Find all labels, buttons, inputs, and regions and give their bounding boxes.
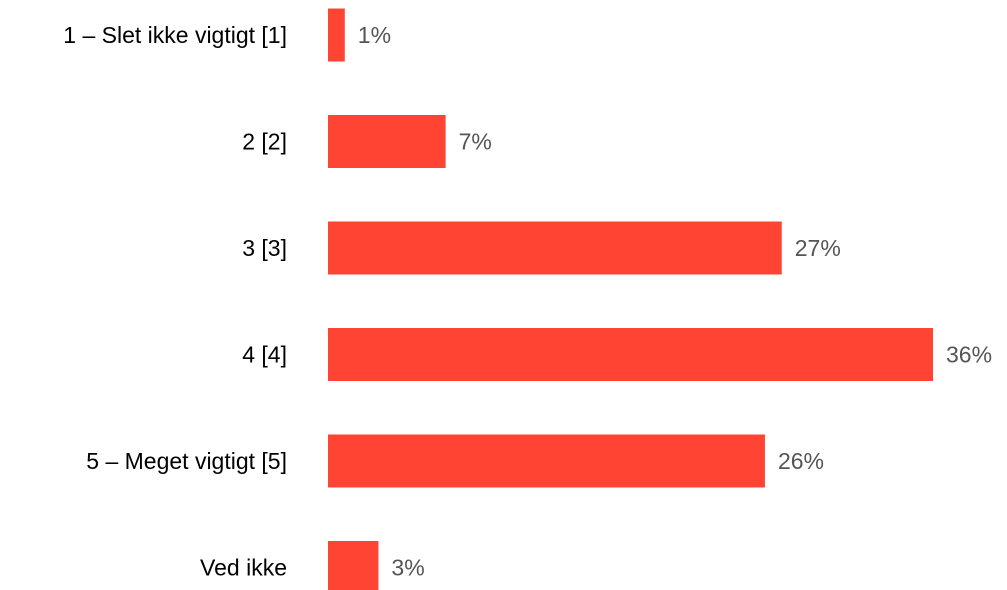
- category-label: 1 – Slet ikke vigtigt [1]: [63, 22, 287, 48]
- bars-layer: [328, 8, 933, 590]
- bar: [328, 221, 782, 275]
- category-label: 5 – Meget vigtigt [5]: [86, 448, 287, 474]
- category-label: 4 [4]: [242, 342, 287, 368]
- value-label: 1%: [358, 22, 391, 48]
- value-label: 7%: [459, 129, 492, 155]
- category-label: 2 [2]: [242, 129, 287, 155]
- bar: [328, 434, 765, 488]
- value-label: 3%: [391, 555, 424, 581]
- value-label: 27%: [795, 235, 841, 261]
- bar: [328, 115, 446, 168]
- category-labels: 1 – Slet ikke vigtigt [1] 2 [2] 3 [3] 4 [4]…: [63, 22, 287, 581]
- bar: [328, 541, 379, 590]
- value-labels: 1% 7% 27% 36% 26% 3%: [358, 22, 992, 581]
- bar: [328, 8, 345, 62]
- category-label: Ved ikke: [200, 555, 287, 581]
- bar: [328, 328, 933, 381]
- value-label: 26%: [778, 448, 824, 474]
- value-label: 36%: [946, 342, 992, 368]
- category-label: 3 [3]: [242, 235, 287, 261]
